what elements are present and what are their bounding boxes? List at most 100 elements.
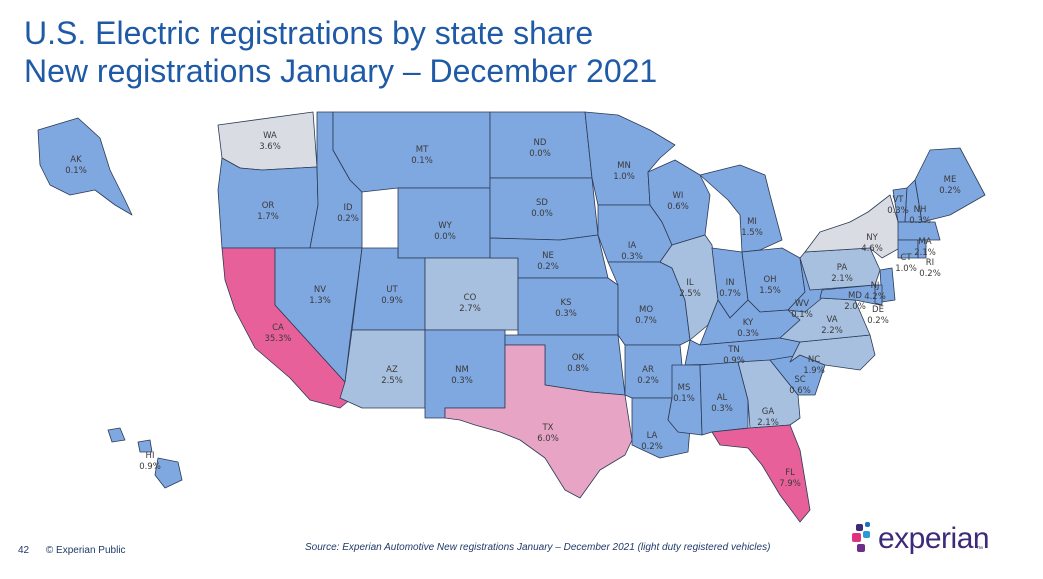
state-label-sc: SC bbox=[794, 375, 805, 385]
state-share-ca: 35.3% bbox=[264, 334, 291, 344]
page-number: 42 bbox=[18, 545, 30, 556]
state-label-mo: MO bbox=[639, 305, 653, 315]
state-share-ma: 2.1% bbox=[914, 248, 936, 258]
state-share-ny: 4.6% bbox=[861, 244, 883, 254]
state-md bbox=[819, 284, 881, 306]
state-mn bbox=[584, 111, 676, 206]
title-line-1: U.S. Electric registrations by state sha… bbox=[24, 15, 594, 51]
logo-wordmark: experian bbox=[878, 522, 990, 555]
state-label-nv: NV bbox=[314, 285, 326, 295]
state-share-oh: 1.5% bbox=[759, 286, 781, 296]
state-hi bbox=[107, 427, 183, 489]
source-note: Source: Experian Automotive New registra… bbox=[305, 542, 771, 553]
state-share-nv: 1.3% bbox=[309, 296, 331, 306]
state-label-oh: OH bbox=[763, 275, 776, 285]
state-label-nh: NH bbox=[914, 205, 927, 215]
state-share-co: 2.7% bbox=[459, 304, 481, 314]
state-label-va: VA bbox=[826, 315, 837, 325]
state-label-hi: HI bbox=[146, 451, 155, 461]
state-share-la: 0.2% bbox=[641, 442, 663, 452]
state-share-tn: 0.9% bbox=[723, 356, 745, 366]
state-ak bbox=[37, 117, 133, 216]
state-label-pa: PA bbox=[837, 263, 848, 273]
state-label-co: CO bbox=[464, 293, 477, 303]
state-label-la: LA bbox=[647, 431, 658, 441]
state-share-ok: 0.8% bbox=[567, 364, 589, 374]
state-share-ks: 0.3% bbox=[555, 309, 577, 319]
state-label-nc: NC bbox=[808, 355, 820, 365]
state-wa bbox=[217, 111, 318, 171]
state-label-ct: CT bbox=[900, 253, 912, 263]
state-ri bbox=[917, 239, 927, 259]
state-label-ut: UT bbox=[386, 285, 398, 295]
state-ny bbox=[804, 194, 906, 259]
state-share-ut: 0.9% bbox=[381, 296, 403, 306]
state-mi bbox=[699, 164, 783, 253]
state-share-fl: 7.9% bbox=[779, 479, 801, 489]
state-label-ia: IA bbox=[628, 241, 637, 251]
footer: 42 © Experian Public bbox=[18, 545, 140, 556]
state-label-vt: VT bbox=[892, 195, 904, 205]
state-share-ga: 2.1% bbox=[757, 418, 779, 428]
state-share-ak: 0.1% bbox=[65, 166, 87, 176]
experian-logo: experian ™ bbox=[848, 520, 990, 560]
state-share-sc: 0.6% bbox=[789, 386, 811, 396]
state-label-ak: AK bbox=[70, 155, 82, 165]
state-share-de: 0.2% bbox=[867, 316, 889, 326]
state-share-mo: 0.7% bbox=[635, 316, 657, 326]
state-share-nj: 4.2% bbox=[864, 292, 886, 302]
state-label-mn: MN bbox=[617, 161, 631, 171]
state-label-ca: CA bbox=[272, 323, 284, 333]
state-share-mn: 1.0% bbox=[613, 172, 635, 182]
logo-trademark: ™ bbox=[976, 546, 983, 553]
state-ma bbox=[897, 221, 941, 241]
state-share-tx: 6.0% bbox=[537, 434, 559, 444]
state-label-id: ID bbox=[343, 203, 353, 213]
state-label-nj: NJ bbox=[871, 281, 880, 291]
state-share-nd: 0.0% bbox=[529, 149, 551, 159]
state-share-or: 1.7% bbox=[257, 212, 279, 222]
state-share-ct: 1.0% bbox=[895, 264, 917, 274]
state-share-ia: 0.3% bbox=[621, 252, 643, 262]
state-label-or: OR bbox=[262, 201, 275, 211]
state-label-az: AZ bbox=[386, 365, 398, 375]
state-label-ne: NE bbox=[542, 251, 554, 261]
state-label-wi: WI bbox=[673, 191, 684, 201]
state-label-al: AL bbox=[717, 393, 728, 403]
state-share-nc: 1.9% bbox=[803, 366, 825, 376]
slide-title: U.S. Electric registrations by state sha… bbox=[24, 14, 657, 90]
state-label-tx: TX bbox=[541, 423, 553, 433]
state-share-hi: 0.9% bbox=[139, 462, 161, 472]
state-label-mi: MI bbox=[747, 217, 757, 227]
state-share-wi: 0.6% bbox=[667, 202, 689, 212]
state-share-ms: 0.1% bbox=[673, 394, 695, 404]
state-share-mt: 0.1% bbox=[411, 156, 433, 166]
state-share-nh: 0.3% bbox=[909, 216, 931, 226]
state-share-id: 0.2% bbox=[337, 214, 359, 224]
state-de bbox=[874, 284, 883, 306]
state-label-ma: MA bbox=[918, 237, 931, 247]
state-share-ne: 0.2% bbox=[537, 262, 559, 272]
state-share-vt: 0.3% bbox=[887, 206, 909, 216]
state-share-md: 2.0% bbox=[844, 302, 866, 312]
state-label-md: MD bbox=[848, 291, 862, 301]
state-share-ar: 0.2% bbox=[637, 376, 659, 386]
state-label-ri: RI bbox=[926, 258, 934, 268]
state-share-mi: 1.5% bbox=[741, 228, 763, 238]
state-label-de: DE bbox=[872, 305, 884, 315]
state-share-va: 2.2% bbox=[821, 326, 843, 336]
state-label-me: ME bbox=[944, 175, 957, 185]
title-line-2: New registrations January – December 202… bbox=[24, 53, 658, 89]
state-tx bbox=[444, 344, 633, 499]
state-mt bbox=[332, 111, 491, 193]
state-share-pa: 2.1% bbox=[831, 274, 853, 284]
state-share-al: 0.3% bbox=[711, 404, 733, 414]
state-label-ga: GA bbox=[762, 407, 775, 417]
state-share-wv: 0.1% bbox=[791, 310, 813, 320]
state-label-nd: ND bbox=[534, 138, 547, 148]
state-label-mt: MT bbox=[416, 145, 429, 155]
state-label-ok: OK bbox=[572, 353, 585, 363]
state-label-ks: KS bbox=[561, 298, 572, 308]
state-il bbox=[659, 234, 719, 341]
